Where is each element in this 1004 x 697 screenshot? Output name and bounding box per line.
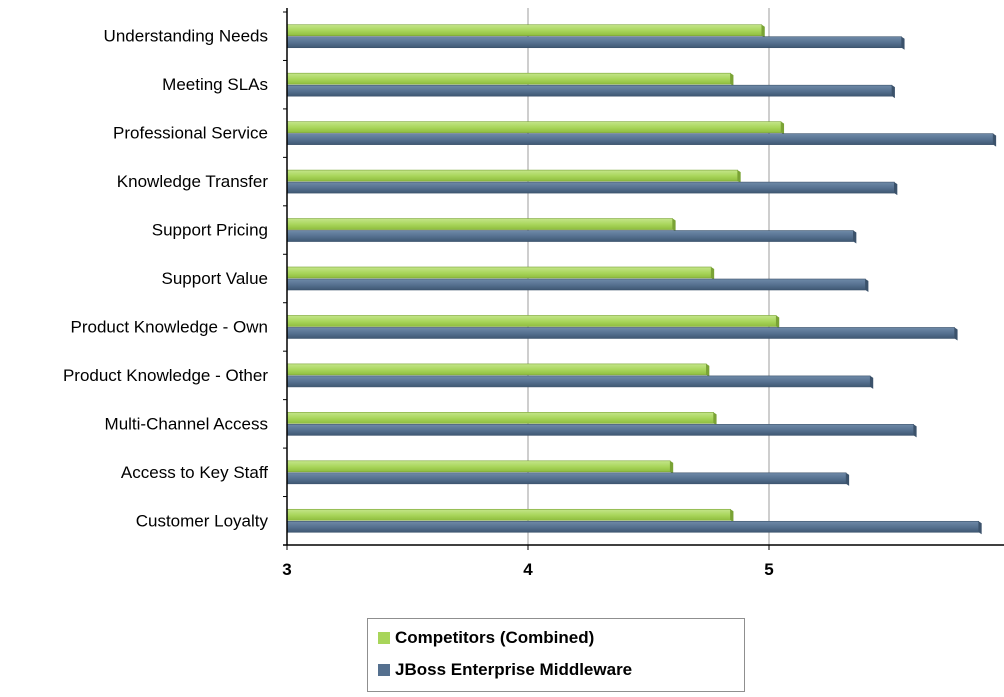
bar-end-jboss-enterprise-middleware-access-to-key-staff (846, 472, 850, 486)
bar-competitors-combined-professional-service (286, 121, 782, 133)
bar-jboss-enterprise-middleware-support-value (286, 278, 866, 291)
category-label-product-knowledge-own: Product Knowledge - Own (71, 317, 269, 336)
legend-swatch-competitors (378, 632, 390, 644)
bar-jboss-enterprise-middleware-product-knowledge-own (286, 327, 955, 339)
bar-jboss-enterprise-middleware-professional-service (286, 133, 994, 145)
bar-jboss-enterprise-middleware-customer-loyalty (286, 520, 979, 533)
category-label-multi-channel-access: Multi-Channel Access (105, 414, 268, 433)
bar-jboss-enterprise-middleware-product-knowledge-other (286, 375, 871, 388)
bar-end-jboss-enterprise-middleware-professional-service (993, 133, 997, 147)
axes (283, 8, 1004, 550)
bar-end-competitors-combined-meeting-slas (730, 73, 734, 87)
bar-competitors-combined-product-knowledge-other (286, 363, 707, 376)
bar-end-jboss-enterprise-middleware-product-knowledge-own (954, 327, 958, 341)
bar-competitors-combined-support-pricing (286, 218, 673, 230)
legend-item-jboss: JBoss Enterprise Middleware (378, 658, 632, 682)
legend-label-competitors: Competitors (Combined) (395, 628, 595, 647)
bar-end-competitors-combined-customer-loyalty (730, 509, 734, 523)
category-label-knowledge-transfer: Knowledge Transfer (117, 172, 269, 191)
bar-end-competitors-combined-professional-service (781, 121, 785, 135)
bar-end-competitors-combined-knowledge-transfer (737, 170, 741, 184)
category-label-professional-service: Professional Service (113, 124, 268, 143)
bar-end-competitors-combined-understanding-needs (761, 24, 765, 38)
bar-end-competitors-combined-access-to-key-staff (670, 460, 674, 474)
bar-end-competitors-combined-support-pricing (672, 218, 676, 232)
bar-end-jboss-enterprise-middleware-customer-loyalty (978, 521, 982, 535)
x-tick-label-4: 4 (523, 560, 533, 579)
bar-jboss-enterprise-middleware-knowledge-transfer (286, 181, 895, 194)
bar-jboss-enterprise-middleware-multi-channel-access (286, 424, 914, 436)
bar-jboss-enterprise-middleware-support-pricing (286, 230, 854, 242)
bar-competitors-combined-multi-channel-access (286, 412, 714, 424)
bars (286, 24, 997, 535)
bar-end-jboss-enterprise-middleware-knowledge-transfer (894, 182, 898, 196)
bar-end-jboss-enterprise-middleware-support-pricing (853, 230, 857, 244)
legend-item-competitors: Competitors (Combined) (378, 626, 594, 650)
bar-competitors-combined-product-knowledge-own (286, 315, 777, 327)
bar-jboss-enterprise-middleware-meeting-slas (286, 84, 893, 97)
bar-end-competitors-combined-multi-channel-access (713, 412, 717, 426)
bar-end-competitors-combined-product-knowledge-other (706, 363, 710, 377)
bar-end-jboss-enterprise-middleware-meeting-slas (891, 85, 895, 99)
bar-competitors-combined-customer-loyalty (286, 508, 731, 521)
bar-competitors-combined-access-to-key-staff (286, 460, 671, 473)
bar-competitors-combined-support-value (286, 266, 712, 279)
legend-swatch-jboss (378, 664, 390, 676)
bar-competitors-combined-knowledge-transfer (286, 169, 738, 182)
legend-label-jboss: JBoss Enterprise Middleware (395, 660, 633, 679)
labels: Understanding Needs Meeting SLAs Professio… (63, 27, 774, 579)
category-label-understanding-needs: Understanding Needs (104, 27, 268, 46)
bar-end-competitors-combined-product-knowledge-own (776, 315, 780, 329)
legend: Competitors (Combined) JBoss Enterprise … (367, 618, 745, 692)
category-label-support-pricing: Support Pricing (152, 221, 268, 240)
bar-competitors-combined-meeting-slas (286, 72, 731, 85)
x-tick-label-5: 5 (764, 560, 773, 579)
category-label-meeting-slas: Meeting SLAs (162, 75, 268, 94)
bar-end-jboss-enterprise-middleware-multi-channel-access (913, 424, 917, 438)
x-tick-label-3: 3 (282, 560, 291, 579)
bar-competitors-combined-understanding-needs (286, 24, 763, 37)
bar-end-jboss-enterprise-middleware-support-value (865, 279, 869, 292)
category-label-product-knowledge-other: Product Knowledge - Other (63, 366, 268, 385)
category-label-access-to-key-staff: Access to Key Staff (121, 463, 268, 482)
category-label-customer-loyalty: Customer Loyalty (136, 511, 269, 530)
bar-end-jboss-enterprise-middleware-understanding-needs (901, 36, 905, 50)
bar-end-jboss-enterprise-middleware-product-knowledge-other (870, 375, 874, 389)
bar-end-competitors-combined-support-value (711, 267, 715, 280)
bar-jboss-enterprise-middleware-access-to-key-staff (286, 472, 847, 485)
category-label-support-value: Support Value (162, 269, 268, 288)
bar-jboss-enterprise-middleware-understanding-needs (286, 36, 902, 49)
